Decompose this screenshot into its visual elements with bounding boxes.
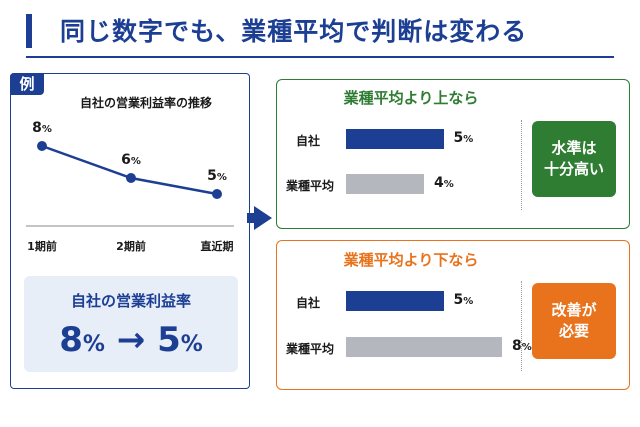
case-below-title: 業種平均より下なら — [343, 251, 479, 269]
example-tag: 例 — [10, 73, 44, 95]
trend-point-label-3: 5% — [207, 168, 227, 184]
trend-point-3 — [212, 189, 222, 199]
trend-point-2 — [126, 173, 136, 183]
trend-point-1 — [37, 141, 47, 151]
trend-x-tick-1: 1期前 — [27, 239, 57, 253]
arrow-right-icon — [254, 206, 272, 230]
case-below-industry-percent: % — [521, 342, 532, 353]
case-above-own-value: 5% — [454, 130, 474, 146]
summary-from-percent: % — [82, 332, 105, 357]
summary-to-value: 5 — [157, 320, 181, 360]
case-above-own-percent: % — [463, 134, 474, 145]
arrow-right-icon-stem — [247, 213, 256, 223]
case-below-own-number: 5 — [453, 292, 464, 308]
summary-label: 自社の営業利益率 — [70, 292, 191, 310]
case-below-panel — [276, 240, 630, 390]
trend-line-chart: 8% 1期前 6% 2期前 5% 直近期 — [26, 120, 234, 253]
trend-point-label-1: 8% — [32, 120, 52, 136]
case-above-industry-bar — [346, 174, 424, 194]
case-below-industry-value: 8% — [512, 338, 532, 354]
case-above-own-number: 5 — [453, 130, 464, 146]
case-below-divider — [521, 281, 522, 371]
case-below-own-percent: % — [463, 296, 474, 307]
page-title: 同じ数字でも、業種平均で判断は変わる — [60, 17, 528, 46]
case-above-industry-label: 業種平均 — [286, 179, 335, 193]
case-above-own-bar — [346, 129, 444, 149]
title-accent-bar — [26, 14, 32, 48]
case-below-own-bar — [346, 291, 444, 311]
case-below-verdict-badge: 改善が 必要 — [532, 283, 616, 359]
summary-to-percent: % — [180, 332, 203, 357]
title-underline — [26, 56, 614, 58]
case-above-industry-value: 4% — [434, 175, 454, 191]
case-above-industry-number: 4 — [434, 175, 444, 191]
case-below-industry-bar — [346, 337, 502, 357]
trend-chart-title: 自社の営業利益率の推移 — [79, 96, 212, 110]
case-above-title: 業種平均より上なら — [343, 89, 479, 107]
summary-from-value: 8 — [59, 320, 83, 360]
case-above-verdict-badge: 水準は 十分高い — [532, 121, 616, 197]
case-below-industry-number: 8 — [512, 338, 522, 354]
summary-box — [24, 276, 238, 372]
case-above-divider — [521, 120, 522, 210]
case-below-own-value: 5% — [454, 292, 474, 308]
trend-x-tick-2: 2期前 — [116, 239, 146, 253]
trend-x-tick-3: 直近期 — [201, 239, 234, 253]
case-above-industry-percent: % — [443, 179, 454, 190]
trend-point-label-2: 6% — [121, 152, 141, 168]
summary-value: 8% → 5% — [24, 320, 238, 360]
summary-arrow: → — [116, 320, 146, 360]
case-below-own-label: 自社 — [296, 296, 321, 310]
case-below-industry-label: 業種平均 — [286, 342, 335, 356]
case-above-panel — [276, 79, 630, 229]
case-above-own-label: 自社 — [296, 134, 321, 148]
